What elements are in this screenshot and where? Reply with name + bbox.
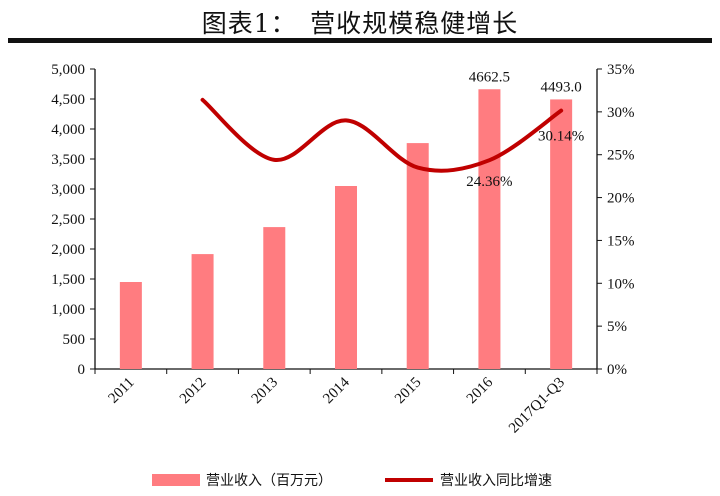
left-tick-label: 2,000	[51, 242, 85, 258]
left-tick-label: 5,000	[51, 62, 85, 78]
legend-label-bar: 营业收入（百万元）	[206, 473, 332, 489]
data-label: 4493.0	[541, 79, 582, 95]
left-tick-label: 1,500	[51, 272, 85, 288]
x-tick-label: 2017Q1-Q3	[506, 375, 568, 437]
bar	[550, 99, 573, 370]
right-tick-label: 30%	[607, 105, 635, 121]
bar	[406, 143, 429, 369]
right-tick-label: 35%	[607, 62, 635, 78]
data-label: 30.14%	[538, 129, 584, 145]
left-tick-label: 0	[78, 362, 86, 378]
left-tick-label: 3,500	[51, 152, 85, 168]
page-title: 图表1： 营收规模稳健增长	[201, 9, 519, 38]
left-tick-label: 4,500	[51, 92, 85, 108]
left-tick-label: 4,000	[51, 122, 85, 138]
right-tick-label: 25%	[607, 148, 635, 164]
legend-swatch-bar	[152, 474, 200, 486]
bar	[119, 282, 142, 369]
left-tick-label: 500	[63, 332, 86, 348]
x-tick-label: 2011	[106, 375, 138, 407]
left-tick-label: 2,500	[51, 212, 85, 228]
left-tick-label: 1,000	[51, 302, 85, 318]
bar	[478, 89, 501, 369]
right-tick-label: 20%	[607, 191, 635, 207]
x-tick-label: 2016	[464, 374, 497, 407]
x-tick-label: 2012	[177, 375, 210, 408]
right-tick-label: 5%	[607, 319, 627, 335]
data-label: 4662.5	[469, 69, 510, 85]
growth-line	[200, 97, 564, 173]
x-tick-label: 2014	[320, 374, 353, 407]
right-tick-label: 0%	[607, 362, 627, 378]
bar	[335, 186, 357, 369]
right-tick-label: 15%	[607, 233, 635, 249]
legend-label-line: 营业收入同比增速	[440, 473, 552, 489]
bar	[263, 227, 286, 369]
x-tick-label: 2013	[249, 375, 282, 408]
data-label: 24.36%	[466, 174, 512, 190]
x-tick-label: 2015	[392, 375, 425, 408]
title-divider	[8, 38, 712, 43]
bar	[191, 254, 214, 369]
right-tick-label: 10%	[607, 276, 635, 292]
left-tick-label: 3,000	[51, 182, 85, 198]
